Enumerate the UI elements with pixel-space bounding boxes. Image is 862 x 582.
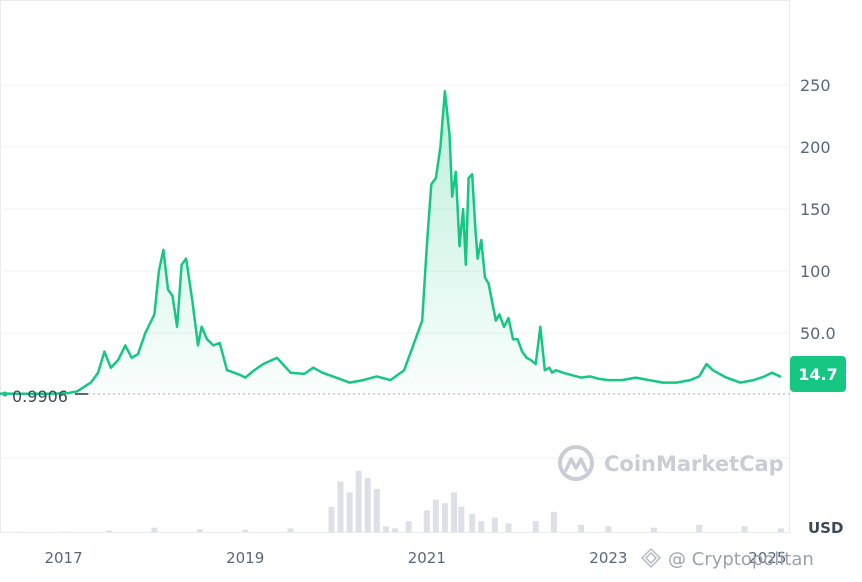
y-tick-label: 100 <box>800 262 831 281</box>
volume-bar <box>287 528 294 532</box>
currency-unit-label: USD <box>808 519 843 537</box>
volume-bar <box>346 492 353 532</box>
volume-bar <box>491 517 498 532</box>
volume-bar <box>469 514 476 532</box>
y-tick-label: 250 <box>800 76 831 95</box>
volume-bar <box>355 470 362 532</box>
volume-bar <box>242 529 249 532</box>
volume-bar <box>696 524 703 532</box>
credit-text: @ Cryptopolitan <box>668 549 814 570</box>
watermark-brand-text: CoinMarketCap <box>604 452 784 476</box>
volume-bar <box>105 530 112 532</box>
plot-frame <box>0 0 790 533</box>
cryptopolitan-logo-icon <box>640 547 662 569</box>
x-tick-label: 2021 <box>408 549 446 567</box>
price-area-fill <box>0 91 781 394</box>
x-tick-label: 2023 <box>589 549 627 567</box>
volume-bar <box>741 526 748 532</box>
baseline-label: 0.9906 <box>12 387 68 406</box>
volume-bar <box>151 527 158 532</box>
current-price-tag: 14.7 <box>790 356 846 392</box>
price-tag-background <box>790 356 846 392</box>
volume-bar <box>458 506 465 532</box>
volume-bar <box>441 503 448 532</box>
volume-bar <box>505 523 512 532</box>
volume-bar <box>328 506 335 532</box>
x-tick-label: 2019 <box>226 549 264 567</box>
volume-bar <box>405 521 412 532</box>
volume-bar <box>337 481 344 532</box>
volume-bar <box>605 526 612 532</box>
volume-bar <box>550 511 557 532</box>
volume-bar <box>423 510 430 532</box>
volume-bar <box>532 521 539 532</box>
volume-bar <box>382 526 389 532</box>
volume-bar <box>364 478 371 532</box>
volume-bar <box>578 524 585 532</box>
y-tick-label: 200 <box>800 138 831 157</box>
start-point <box>2 391 8 397</box>
volume-bar <box>451 492 458 532</box>
volume-bar <box>478 521 485 532</box>
price-tag-label: 14.7 <box>798 365 837 384</box>
volume-bar <box>650 527 657 532</box>
x-tick-label: 2025 <box>748 549 786 567</box>
volume-bar <box>392 528 398 532</box>
x-tick-label: 2017 <box>44 549 82 567</box>
volume-bar <box>432 499 439 532</box>
y-tick-label: 50.0 <box>800 324 836 343</box>
y-tick-label: 150 <box>800 200 831 219</box>
coinmarketcap-watermark: CoinMarketCap <box>558 445 784 481</box>
price-line <box>0 89 782 396</box>
cryptopolitan-credit: @ Cryptopolitan <box>640 547 814 570</box>
volume-bar <box>777 528 784 532</box>
coinmarketcap-logo-icon <box>558 445 594 481</box>
volume-bar <box>196 529 203 532</box>
volume-bar <box>373 488 380 532</box>
